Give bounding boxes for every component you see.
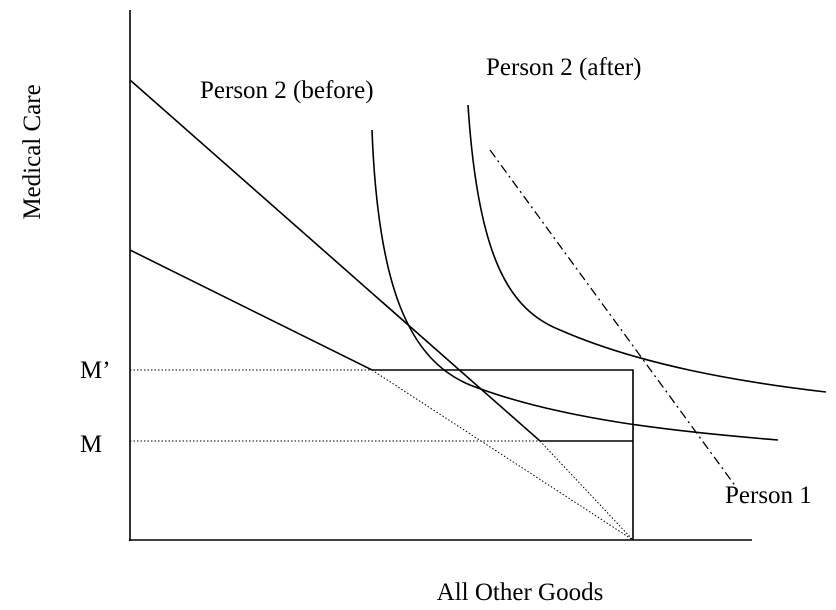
indifference-before xyxy=(371,129,779,441)
dotted-budget-2 xyxy=(539,440,634,541)
x-axis-label: All Other Goods xyxy=(437,579,604,606)
label-m: M xyxy=(80,431,102,458)
label-m-prime: M’ xyxy=(80,357,111,384)
label-person1: Person 1 xyxy=(725,482,812,509)
indifference-after xyxy=(467,104,827,393)
label-person2-before: Person 2 (before) xyxy=(200,77,374,104)
y-axis-label: Medical Care xyxy=(19,84,46,219)
person1-line xyxy=(489,149,737,488)
budget-line-steep xyxy=(129,79,633,442)
dotted-budget-1 xyxy=(371,369,634,541)
label-person2-after: Person 2 (after) xyxy=(486,54,642,81)
budget-line-flat xyxy=(129,249,634,540)
